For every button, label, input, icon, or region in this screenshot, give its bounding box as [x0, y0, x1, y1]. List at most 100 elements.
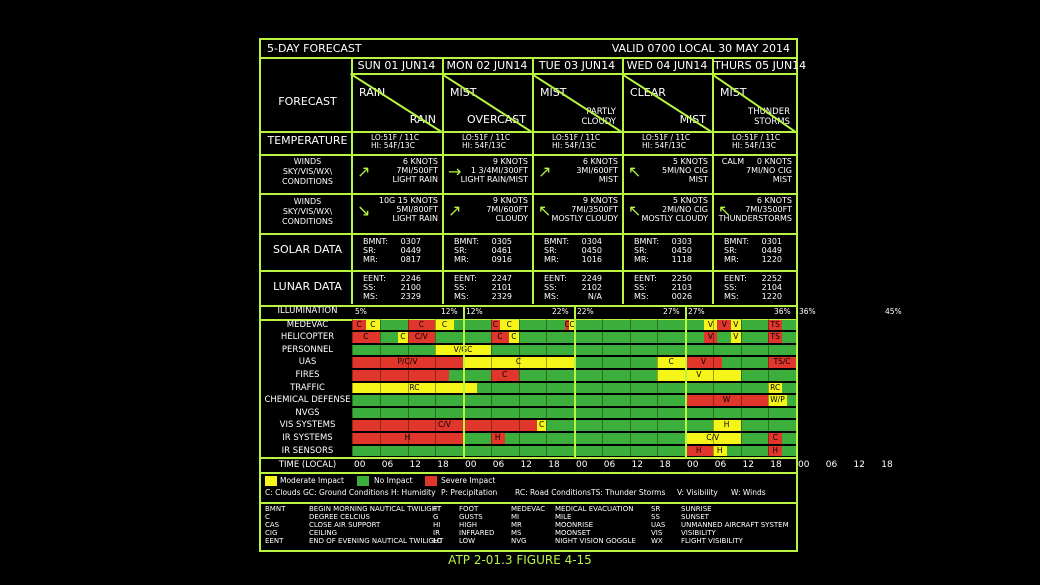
impact-code: C — [515, 357, 522, 367]
illumination-label: ILLUMINATION — [277, 306, 338, 316]
impact-segment — [740, 319, 769, 331]
impact-segment — [398, 332, 408, 343]
impact-segment — [768, 319, 783, 331]
time-tick: 18 — [548, 460, 560, 471]
abbrev-keys: BMNT C CAS CIG EENT — [265, 505, 286, 546]
grid-line — [261, 131, 796, 133]
impact-code: C/V — [414, 332, 428, 342]
temperature-value: LO:51F / 11C HI: 54F/13C — [462, 133, 511, 150]
impact-segment — [629, 319, 704, 331]
time-tick: 18 — [881, 460, 893, 471]
impact-segment — [463, 319, 491, 331]
grid-line — [796, 319, 798, 458]
impact-code: RC — [770, 382, 781, 392]
impact-code: TS/C — [773, 357, 791, 367]
illumination-start: 27% — [688, 307, 705, 316]
grid-line — [685, 306, 687, 319]
forecast-bottom: OVERCAST — [467, 113, 526, 126]
winds-text: 6 KNOTS 3MI/600FT MIST — [576, 157, 618, 184]
impact-code: H — [716, 445, 723, 455]
impact-segment — [731, 319, 741, 331]
wind-arrow-icon: ↗ — [357, 162, 371, 181]
impact-code: C — [539, 420, 545, 430]
impact-segment — [546, 420, 713, 431]
temperature-value: LO:51F / 11C HI: 54F/13C — [552, 133, 601, 150]
grid-line — [261, 305, 796, 307]
impact-segment — [717, 332, 732, 343]
impact-row-label: VIS SYSTEMS — [279, 420, 336, 431]
wind-arrow-icon: → — [448, 162, 462, 181]
abbrev-values: SUNRISE SUNSET UNMANNED AIRCRAFT SYSTEM … — [681, 505, 789, 546]
solar-keys: BMNT: SR: MR: — [363, 237, 389, 264]
impact-code: C — [502, 370, 508, 379]
impact-segment — [509, 332, 519, 343]
impact-segment — [518, 370, 658, 381]
impact-code: C — [511, 332, 517, 342]
time-tick: 00 — [354, 460, 366, 471]
solar-keys: BMNT: SR: MR: — [544, 237, 570, 264]
impact-segment — [449, 370, 491, 381]
solar-values: 0307 0449 0817 — [400, 237, 421, 264]
impact-code: C — [356, 319, 362, 329]
impact-segment — [352, 445, 658, 457]
impact-code: W/P — [770, 395, 785, 405]
impact-segment — [537, 319, 565, 331]
impact-segment — [352, 433, 463, 444]
legend-code: W: Winds — [731, 488, 766, 498]
wind-arrow-icon: ↖ — [628, 162, 642, 181]
impact-segment — [782, 332, 796, 343]
impact-segment — [463, 433, 491, 444]
header-valid: VALID 0700 LOCAL 30 MAY 2014 — [611, 42, 790, 55]
impact-segment — [782, 445, 796, 457]
forecast-chart: 5-DAY FORECAST VALID 0700 LOCAL 30 MAY 20… — [259, 38, 902, 552]
time-tick: 18 — [437, 460, 449, 471]
impact-segment — [657, 445, 685, 457]
hour-gridline — [435, 319, 437, 458]
impact-code: C — [569, 319, 575, 329]
wind-arrow-icon: ↖ — [718, 201, 732, 220]
impact-segment — [712, 445, 727, 457]
time-tick: 18 — [770, 460, 782, 471]
impact-segment — [352, 344, 436, 356]
impact-segment — [786, 395, 796, 406]
forecast-label: FORECAST — [278, 95, 337, 108]
time-tick: 06 — [714, 460, 727, 471]
impact-segment — [731, 332, 741, 343]
hour-gridline — [490, 319, 492, 458]
grid-line — [351, 57, 353, 304]
impact-segment — [740, 332, 769, 343]
impact-code: V — [733, 332, 739, 342]
lunar-keys: EENT: SS: MS: — [363, 274, 386, 301]
solar-keys: BMNT: SR: MR: — [454, 237, 480, 264]
impact-code: TS — [770, 332, 780, 342]
time-tick: 00 — [576, 460, 588, 471]
legend-code: P: Precipitation — [441, 488, 498, 498]
impact-segment — [569, 319, 574, 331]
abbrev-keys: SR SS UAS VIS WX — [651, 505, 666, 546]
impact-segment — [703, 332, 718, 343]
grid-line — [261, 57, 796, 59]
impact-segment — [574, 357, 658, 368]
impact-code: C — [497, 332, 503, 342]
impact-segment — [463, 357, 574, 368]
forecast-top: RAIN — [359, 86, 386, 99]
winds-text: 9 KNOTS 7MI/3500FT MOSTLY CLOUDY — [551, 196, 618, 223]
abbrev-keys: MEDEVAC MI MR MS NVG — [511, 505, 546, 546]
temperature-value: LO:51F / 11C HI: 54F/13C — [371, 133, 420, 150]
impact-code: C — [564, 319, 570, 329]
grid-line — [261, 502, 796, 505]
impact-code: W — [722, 395, 731, 405]
impact-code: H — [723, 420, 730, 430]
impact-row-label: FIRES — [295, 370, 320, 380]
impact-segment — [500, 319, 519, 331]
wind-arrow-icon: ↘ — [357, 201, 371, 220]
winds-text: 9 KNOTS 1 3/4MI/300FT LIGHT RAIN/MIST — [460, 157, 528, 184]
impact-code: H — [696, 445, 702, 455]
impact-segment — [352, 420, 537, 431]
severe-swatch — [425, 476, 437, 487]
impact-segment — [703, 319, 718, 331]
wind-arrow-icon: ↗ — [448, 201, 462, 220]
lunar-values: 2246 2100 2329 — [400, 274, 421, 301]
lunar-values: 2250 2103 0026 — [671, 274, 692, 301]
no-impact-swatch — [357, 476, 369, 487]
